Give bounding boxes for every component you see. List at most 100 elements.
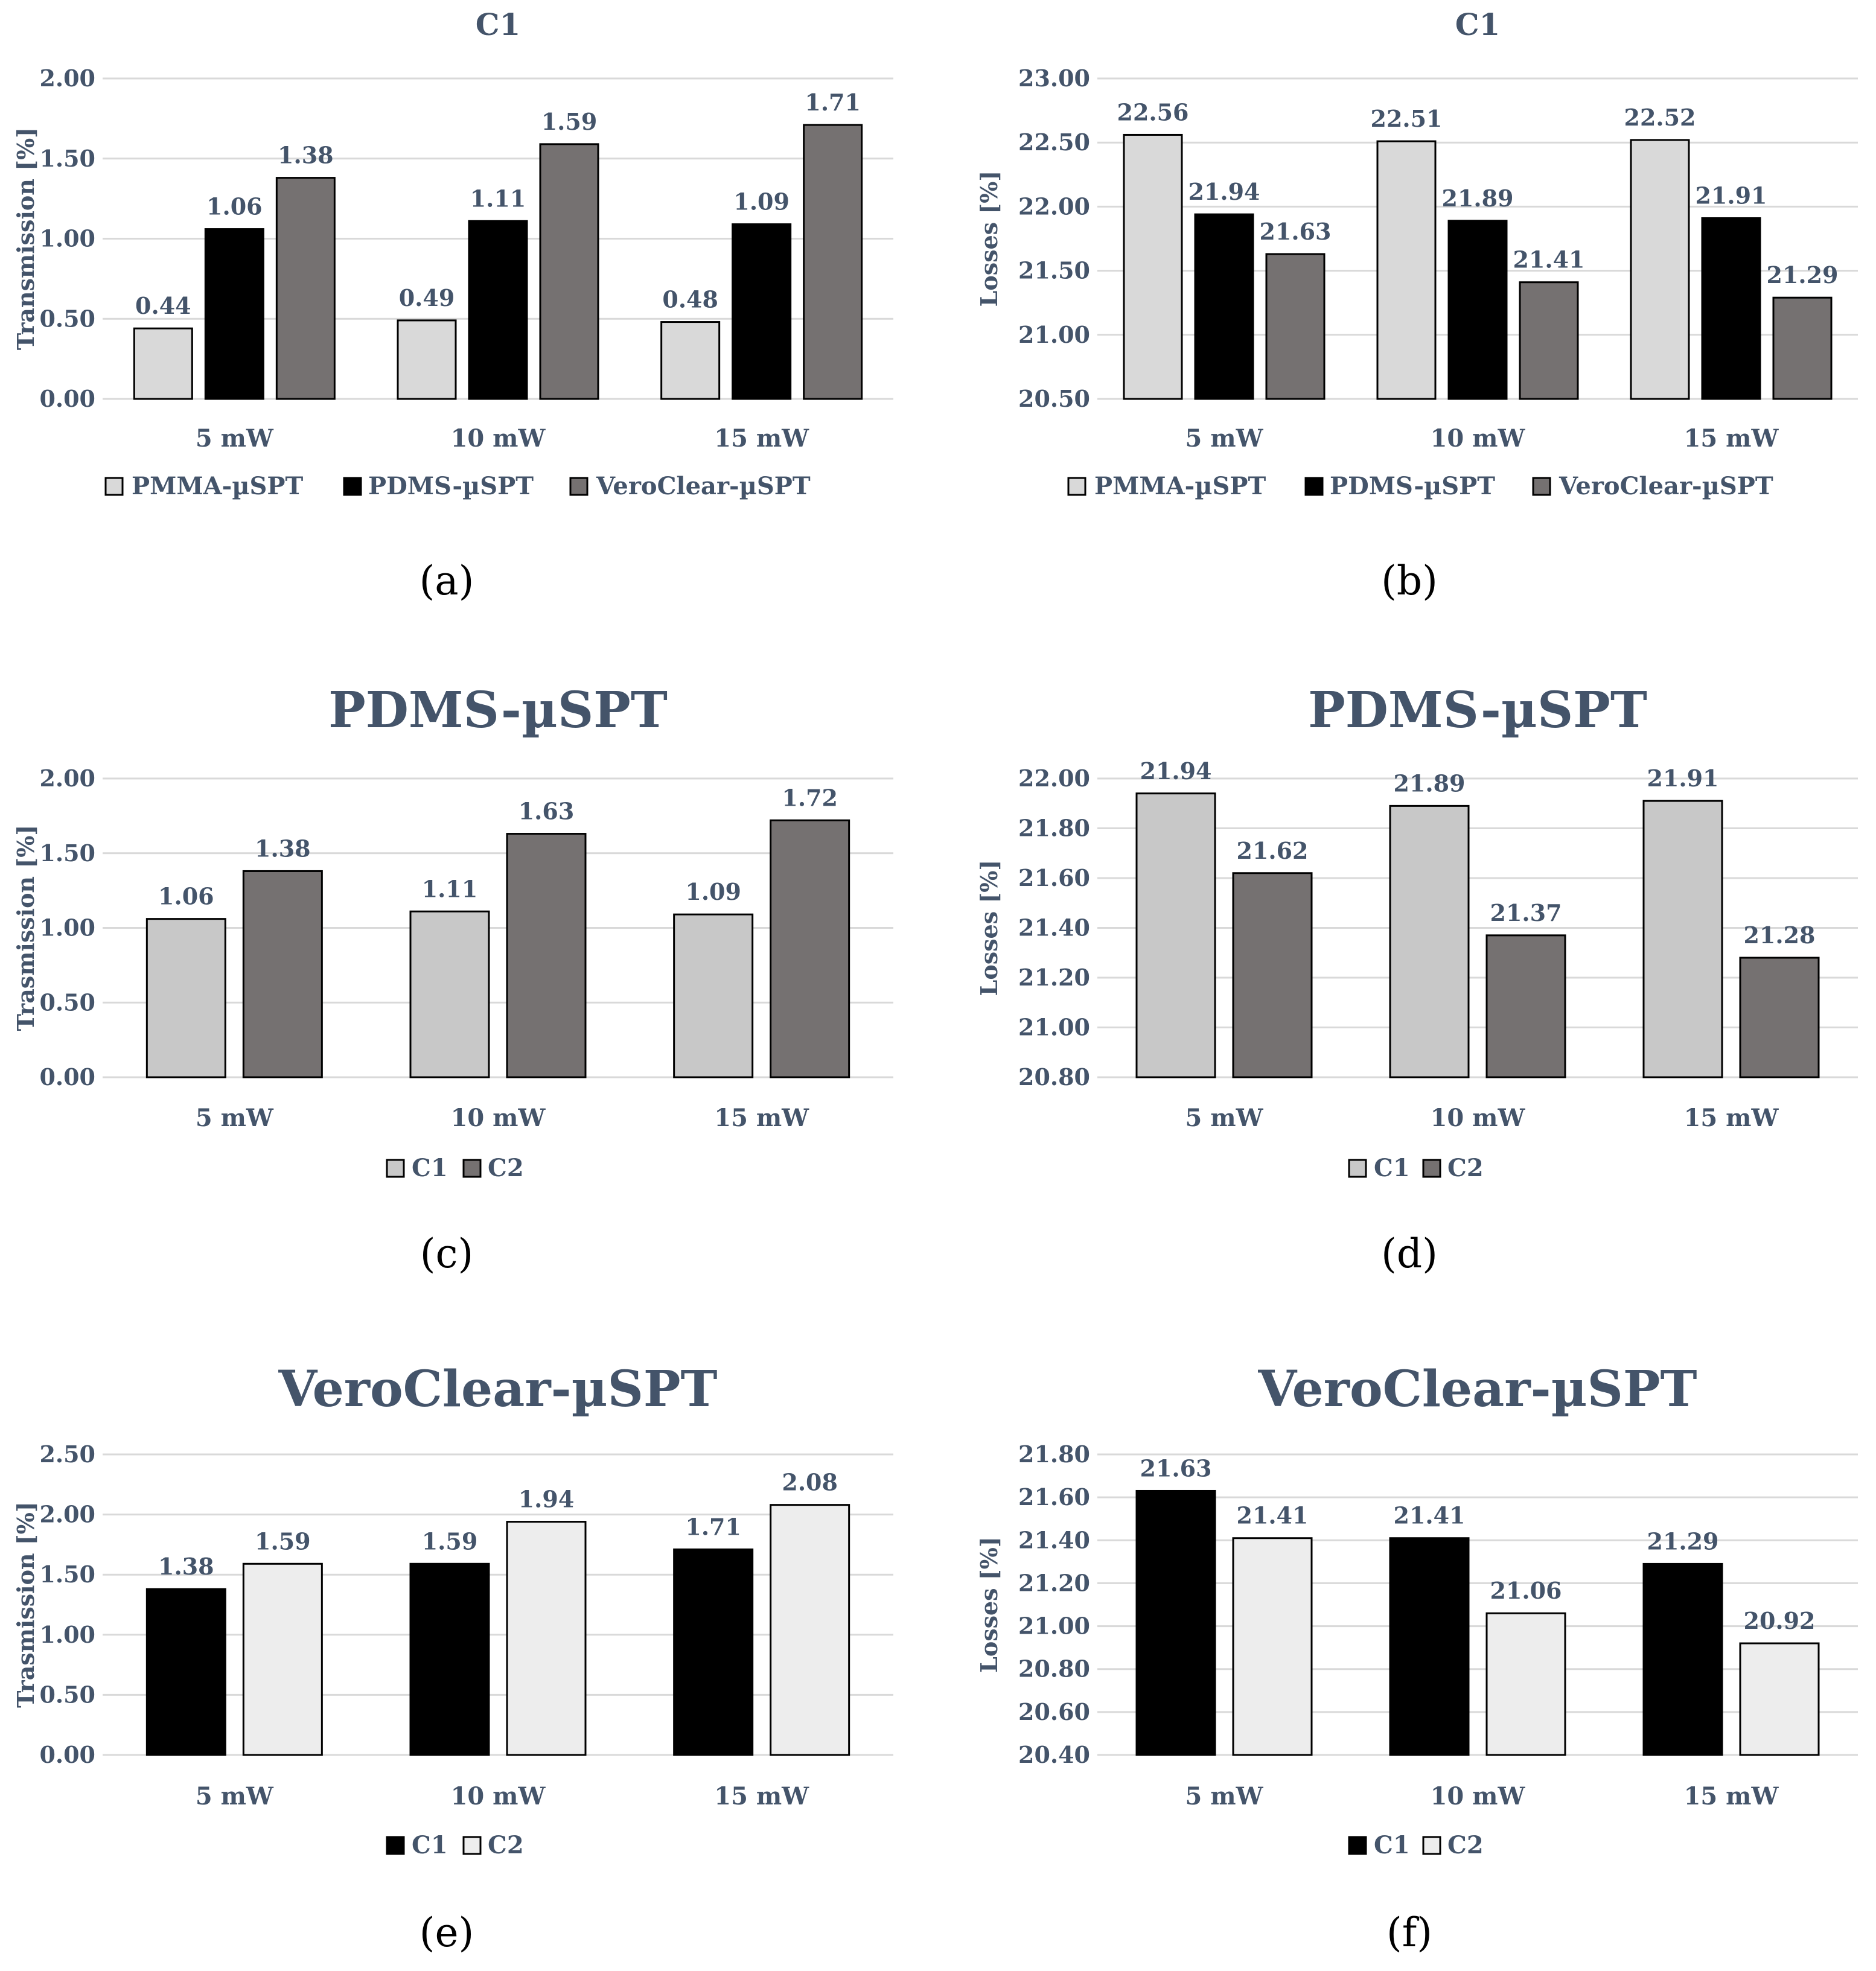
bar bbox=[539, 143, 599, 400]
bar bbox=[732, 223, 792, 400]
bar bbox=[1389, 804, 1470, 1078]
chart-panel-b: C1 20.50 21.00 21.50 22.00 22.50 23.00 Losses [… bbox=[975, 7, 1858, 604]
chart-title: PDMS-µSPT bbox=[328, 681, 668, 739]
chart-panel-e: VeroClear-µSPT 0.00 0.50 1.00 1.50 2.00 2.50 Tr… bbox=[12, 1360, 893, 1956]
data-label: 21.63 bbox=[1260, 218, 1332, 245]
y-axis-title: Losses [%] bbox=[975, 171, 1003, 307]
x-tick-label: 10 mW bbox=[451, 1104, 546, 1132]
y-axis-title: Losses [%] bbox=[975, 1536, 1003, 1673]
y-tick-label: 23.00 bbox=[1018, 65, 1090, 92]
data-label: 0.49 bbox=[399, 284, 455, 311]
chart-title: VeroClear-µSPT bbox=[1257, 1360, 1697, 1418]
data-label: 21.91 bbox=[1696, 182, 1767, 209]
legend-swatch bbox=[104, 477, 124, 496]
y-tick-label: 0.50 bbox=[39, 989, 95, 1016]
y-tick-label: 22.00 bbox=[1018, 765, 1090, 792]
y-tick-label: 21.60 bbox=[1018, 864, 1090, 891]
y-axis-title: Trasmission [%] bbox=[12, 1501, 39, 1708]
y-tick-label: 1.00 bbox=[39, 1621, 95, 1648]
data-label: 21.94 bbox=[1188, 178, 1260, 205]
bar bbox=[1135, 1489, 1216, 1756]
bar bbox=[1485, 934, 1566, 1078]
bar bbox=[1135, 792, 1216, 1078]
x-tick-label: 15 mW bbox=[714, 1104, 809, 1132]
bar bbox=[242, 870, 323, 1078]
y-axis-title: Losses [%] bbox=[975, 860, 1003, 996]
bar bbox=[1630, 139, 1690, 400]
bar bbox=[468, 220, 528, 400]
bar bbox=[506, 1521, 587, 1756]
data-label: 21.41 bbox=[1237, 1502, 1309, 1529]
bar bbox=[673, 1548, 754, 1756]
y-tick-label: 1.50 bbox=[39, 839, 95, 867]
data-label: 0.44 bbox=[135, 292, 191, 319]
data-label: 21.62 bbox=[1237, 837, 1309, 864]
data-label: 22.52 bbox=[1624, 104, 1696, 131]
chart-panel-d: PDMS-µSPT 20.80 21.00 21.20 21.40 21.60 21.80 2… bbox=[975, 681, 1858, 1277]
y-tick-label: 2.00 bbox=[39, 65, 95, 92]
bar bbox=[275, 177, 336, 400]
data-label: 21.28 bbox=[1744, 922, 1816, 949]
y-tick-label: 21.50 bbox=[1018, 257, 1090, 284]
bar bbox=[1265, 253, 1326, 400]
y-tick-label: 21.00 bbox=[1018, 1613, 1090, 1640]
legend-label: PMMA-µSPT bbox=[132, 472, 304, 500]
legend-swatch bbox=[1304, 477, 1324, 496]
legend-label: C2 bbox=[1447, 1154, 1484, 1182]
y-tick-label: 20.80 bbox=[1018, 1655, 1090, 1683]
legend-label: C2 bbox=[1447, 1831, 1484, 1859]
panel-label: (c) bbox=[420, 1231, 473, 1277]
y-tick-label: 0.50 bbox=[39, 305, 95, 332]
chart-panel-c: PDMS-µSPT 0.00 0.50 1.00 1.50 2.00 Trasmission… bbox=[12, 681, 893, 1277]
y-tick-label: 21.60 bbox=[1018, 1483, 1090, 1511]
legend-label: PDMS-µSPT bbox=[368, 472, 534, 500]
panel-label: (b) bbox=[1381, 558, 1438, 604]
data-label: 1.38 bbox=[158, 1553, 214, 1580]
data-label: 1.59 bbox=[255, 1527, 311, 1555]
y-axis-title: Transmission [%] bbox=[12, 127, 39, 350]
legend-swatch bbox=[1348, 1159, 1367, 1178]
y-tick-label: 21.80 bbox=[1018, 1441, 1090, 1468]
data-label: 1.09 bbox=[733, 188, 790, 215]
bar bbox=[770, 819, 850, 1078]
x-tick-label: 5 mW bbox=[196, 1782, 274, 1810]
y-tick-label: 2.00 bbox=[39, 1501, 95, 1528]
y-tick-label: 0.00 bbox=[39, 1063, 95, 1091]
legend-swatch bbox=[1067, 477, 1086, 496]
data-label: 1.06 bbox=[206, 193, 263, 220]
data-label: 21.63 bbox=[1140, 1454, 1212, 1482]
y-tick-label: 21.40 bbox=[1018, 914, 1090, 941]
data-label: 22.56 bbox=[1117, 98, 1189, 126]
y-tick-label: 21.20 bbox=[1018, 964, 1090, 991]
chart-title: C1 bbox=[1455, 7, 1501, 42]
legend-swatch bbox=[1422, 1836, 1441, 1855]
bar bbox=[673, 913, 754, 1078]
data-label: 1.72 bbox=[782, 784, 838, 811]
bar bbox=[145, 918, 226, 1078]
y-tick-label: 1.00 bbox=[39, 225, 95, 252]
bar bbox=[204, 228, 264, 400]
legend-swatch bbox=[343, 477, 362, 496]
bar bbox=[1194, 213, 1254, 400]
y-tick-label: 20.60 bbox=[1018, 1698, 1090, 1725]
chart-title: PDMS-µSPT bbox=[1308, 681, 1647, 739]
data-label: 1.59 bbox=[541, 108, 598, 135]
panel-label: (e) bbox=[420, 1909, 474, 1956]
x-tick-label: 15 mW bbox=[1684, 424, 1779, 453]
data-label: 21.91 bbox=[1647, 765, 1719, 792]
x-tick-label: 5 mW bbox=[1185, 424, 1263, 453]
legend-label: PDMS-µSPT bbox=[1330, 472, 1495, 500]
y-tick-label: 20.40 bbox=[1018, 1741, 1090, 1768]
y-tick-label: 2.50 bbox=[39, 1441, 95, 1468]
panel-label: (a) bbox=[420, 558, 474, 604]
y-tick-label: 22.00 bbox=[1018, 193, 1090, 220]
bar bbox=[242, 1562, 323, 1756]
bar bbox=[1389, 1537, 1470, 1756]
x-tick-label: 5 mW bbox=[1185, 1104, 1263, 1132]
data-label: 0.48 bbox=[662, 286, 718, 313]
data-label: 1.71 bbox=[685, 1513, 741, 1540]
bar bbox=[506, 833, 587, 1078]
x-tick-label: 10 mW bbox=[1431, 1782, 1526, 1810]
x-tick-label: 5 mW bbox=[196, 424, 274, 453]
